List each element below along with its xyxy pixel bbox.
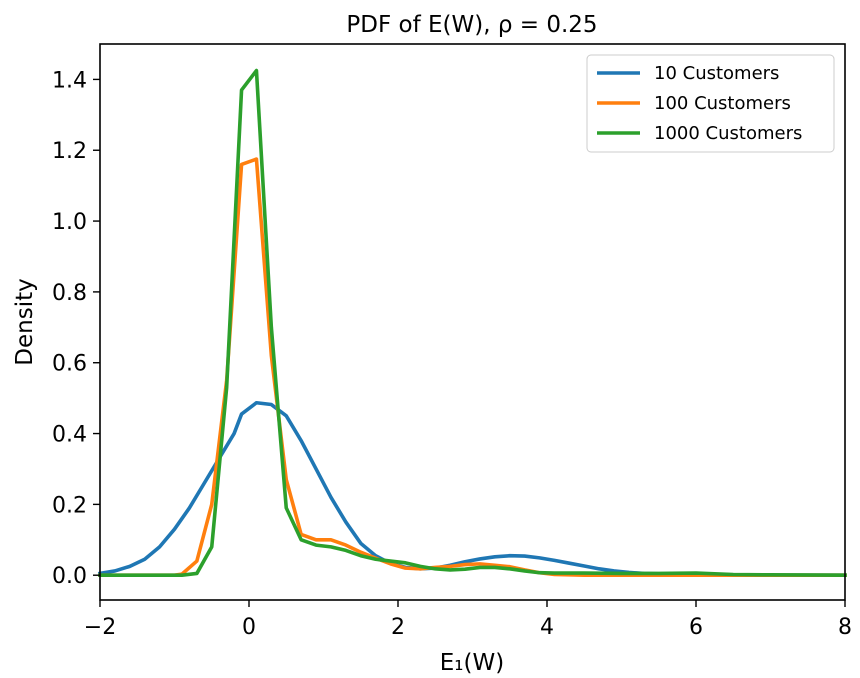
- chart-title: PDF of E(W), ρ = 0.25: [346, 12, 597, 38]
- y-tick-label: 0.2: [52, 493, 87, 518]
- x-tick-label: 8: [838, 615, 852, 640]
- y-tick-label: 0.8: [52, 281, 87, 306]
- plot-area: [97, 68, 847, 578]
- legend: 10 Customers 100 Customers 1000 Customers: [586, 54, 835, 153]
- x-tick-label: −2: [84, 615, 116, 640]
- legend-label: 1000 Customers: [654, 123, 802, 144]
- y-tick-label: 1.0: [52, 210, 87, 235]
- y-axis-label: Density: [12, 278, 38, 365]
- y-tick-label: 0.6: [52, 352, 87, 377]
- y-tick-label: 0.0: [52, 564, 87, 589]
- legend-label: 100 Customers: [654, 93, 791, 114]
- legend-label: 10 Customers: [654, 63, 779, 84]
- series-line-1: [98, 157, 847, 578]
- x-axis-label: E₁(W): [440, 650, 504, 676]
- y-tick-label: 0.4: [52, 423, 87, 448]
- x-tick-label: 6: [689, 615, 703, 640]
- legend-box: [586, 54, 835, 153]
- y-axis-ticks: 0.0 0.2 0.4 0.6 0.8 1.0 1.2 1.4: [52, 68, 100, 589]
- axes-frame: [99, 43, 846, 601]
- x-tick-label: 2: [391, 615, 405, 640]
- series-line-2: [98, 68, 847, 578]
- x-axis-ticks: −2 0 2 4 6 8: [84, 600, 852, 640]
- x-tick-label: 0: [242, 615, 256, 640]
- x-tick-label: 4: [540, 615, 554, 640]
- y-tick-label: 1.2: [52, 139, 87, 164]
- y-tick-label: 1.4: [52, 68, 87, 93]
